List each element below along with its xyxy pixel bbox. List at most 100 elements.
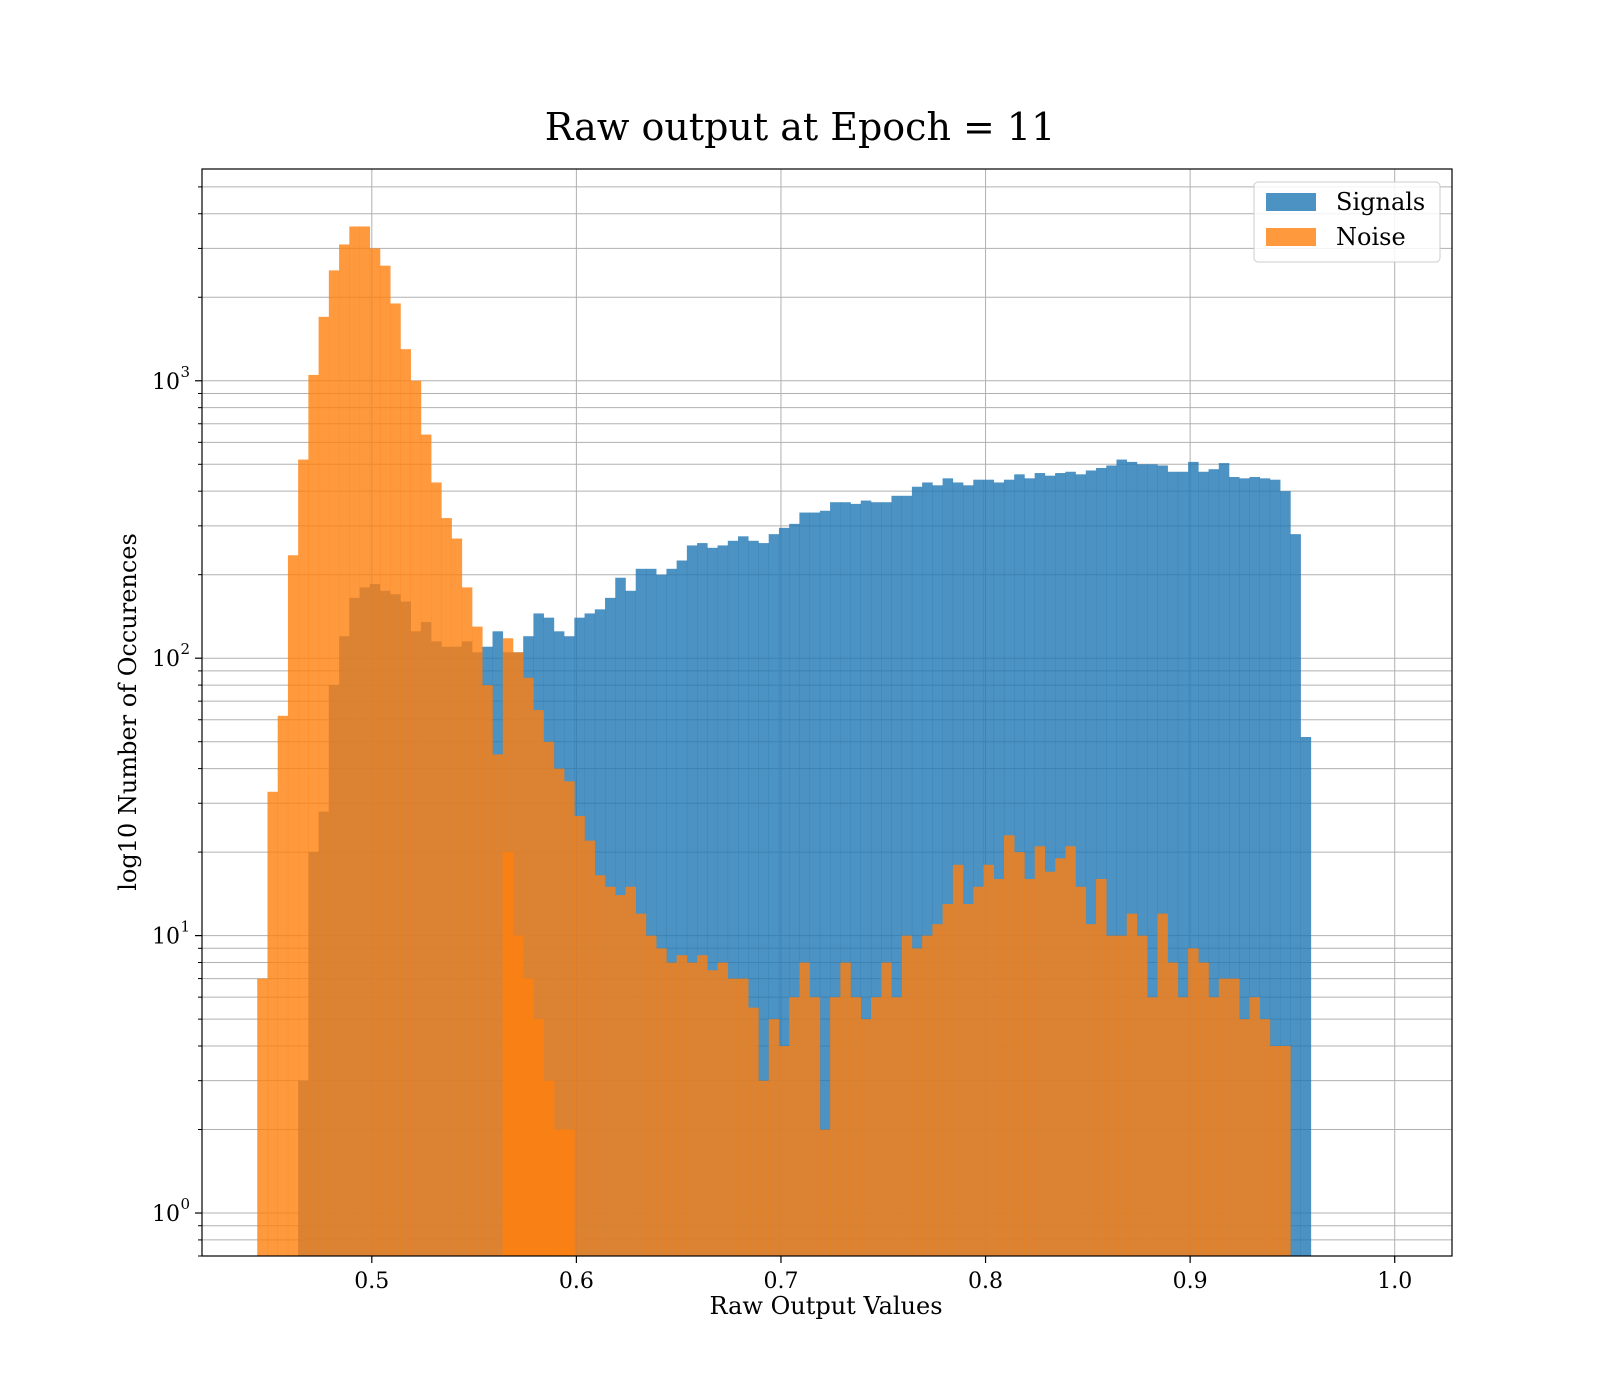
noise-bar bbox=[328, 270, 340, 1257]
noise-bar bbox=[594, 875, 606, 1256]
noise-bar bbox=[799, 962, 810, 1256]
signals-bar bbox=[881, 502, 892, 1257]
noise-bar bbox=[942, 904, 954, 1256]
signals-bar bbox=[911, 486, 923, 1257]
noise-bar bbox=[1126, 913, 1138, 1256]
noise-bar bbox=[778, 1046, 790, 1256]
signals-bar bbox=[758, 543, 769, 1256]
noise-bar bbox=[768, 1019, 780, 1256]
noise-bar bbox=[533, 710, 544, 1256]
histogram-bars bbox=[257, 226, 1312, 1257]
signals-bar bbox=[1136, 464, 1148, 1256]
signals-bar bbox=[870, 502, 882, 1257]
noise-bar bbox=[1177, 997, 1189, 1256]
signals-bar bbox=[1147, 464, 1158, 1256]
noise-bar bbox=[625, 886, 637, 1256]
noise-bar bbox=[1116, 935, 1128, 1256]
noise-bar bbox=[308, 374, 319, 1256]
signals-bar bbox=[686, 545, 698, 1256]
legend-swatch-noise bbox=[1266, 228, 1316, 246]
x-tick-label: 0.5 bbox=[354, 1269, 389, 1294]
signals-bar bbox=[1269, 479, 1281, 1256]
signals-bar bbox=[748, 540, 759, 1256]
signals-bar bbox=[932, 485, 943, 1257]
noise-bar bbox=[369, 248, 381, 1256]
noise-bar bbox=[1044, 871, 1056, 1256]
signals-bar bbox=[727, 540, 739, 1256]
noise-bar bbox=[707, 970, 718, 1256]
noise-bar bbox=[574, 815, 585, 1256]
noise-bar bbox=[993, 878, 1005, 1256]
x-axis-label: Raw Output Values bbox=[709, 1292, 942, 1320]
signals-bar bbox=[1249, 476, 1260, 1256]
noise-bar bbox=[1085, 924, 1097, 1256]
noise-bar bbox=[1055, 858, 1066, 1256]
signals-bar bbox=[1096, 467, 1107, 1257]
noise-bar bbox=[451, 538, 463, 1256]
signals-bar bbox=[789, 523, 800, 1256]
noise-bar bbox=[1249, 997, 1260, 1256]
x-tick-label: 0.7 bbox=[763, 1269, 798, 1294]
noise-bar bbox=[431, 482, 442, 1257]
signals-bar bbox=[666, 568, 677, 1256]
chart-title: Raw output at Epoch = 11 bbox=[545, 105, 1056, 149]
noise-bar bbox=[697, 955, 708, 1256]
noise-bar bbox=[932, 924, 943, 1256]
signals-bar bbox=[635, 568, 647, 1256]
noise-bar bbox=[676, 955, 688, 1256]
legend-label-signals: Signals bbox=[1336, 188, 1425, 216]
noise-bar bbox=[727, 978, 739, 1256]
signals-bar bbox=[973, 479, 984, 1256]
legend: Signals Noise bbox=[1253, 181, 1441, 263]
noise-bar bbox=[287, 555, 299, 1256]
signals-bar bbox=[645, 568, 657, 1256]
noise-bar bbox=[410, 380, 422, 1256]
noise-bar bbox=[615, 895, 626, 1256]
noise-bar bbox=[870, 997, 882, 1256]
noise-bar bbox=[1198, 962, 1209, 1256]
noise-bar bbox=[553, 768, 565, 1256]
signals-bar bbox=[778, 527, 790, 1256]
signals-bar bbox=[1208, 469, 1220, 1256]
signals-bar bbox=[1290, 534, 1301, 1256]
signals-bar bbox=[707, 547, 718, 1256]
signals-bar bbox=[1188, 461, 1199, 1256]
noise-bar bbox=[1147, 997, 1158, 1256]
signals-bar bbox=[850, 503, 862, 1256]
noise-bar bbox=[881, 962, 892, 1256]
noise-bar bbox=[298, 459, 309, 1256]
signals-bar bbox=[901, 495, 913, 1256]
noise-bar bbox=[267, 791, 278, 1256]
noise-bar bbox=[666, 962, 677, 1256]
noise-bar bbox=[1075, 886, 1087, 1256]
noise-bar bbox=[339, 244, 350, 1256]
signals-bar bbox=[942, 478, 954, 1257]
noise-bar bbox=[1065, 846, 1076, 1256]
signals-bar bbox=[809, 512, 821, 1256]
noise-bar bbox=[809, 997, 821, 1256]
noise-bar bbox=[973, 886, 984, 1256]
noise-bar bbox=[840, 962, 851, 1256]
noise-bar bbox=[635, 913, 647, 1256]
signals-bar bbox=[1229, 476, 1240, 1256]
y-tick-label: 10 bbox=[152, 1202, 180, 1227]
signals-bar bbox=[1300, 736, 1312, 1256]
noise-bar bbox=[1136, 935, 1148, 1256]
y-tick-exponent: 2 bbox=[180, 640, 190, 658]
noise-bar bbox=[911, 948, 923, 1256]
y-tick-exponent: 3 bbox=[180, 363, 190, 381]
y-axis-label: log10 Number of Occurences bbox=[114, 533, 142, 891]
noise-bar bbox=[1034, 846, 1046, 1256]
noise-bar bbox=[686, 962, 698, 1256]
legend-swatch-signals bbox=[1266, 193, 1316, 211]
signals-bar bbox=[819, 510, 831, 1257]
noise-bar bbox=[502, 638, 514, 1256]
noise-bar bbox=[748, 1007, 759, 1256]
signals-bar bbox=[963, 485, 974, 1257]
noise-bar bbox=[860, 1019, 872, 1256]
signals-bar bbox=[993, 482, 1005, 1257]
signals-bar bbox=[1075, 474, 1087, 1256]
x-tick-label: 0.6 bbox=[559, 1269, 594, 1294]
noise-bar bbox=[1024, 878, 1035, 1256]
